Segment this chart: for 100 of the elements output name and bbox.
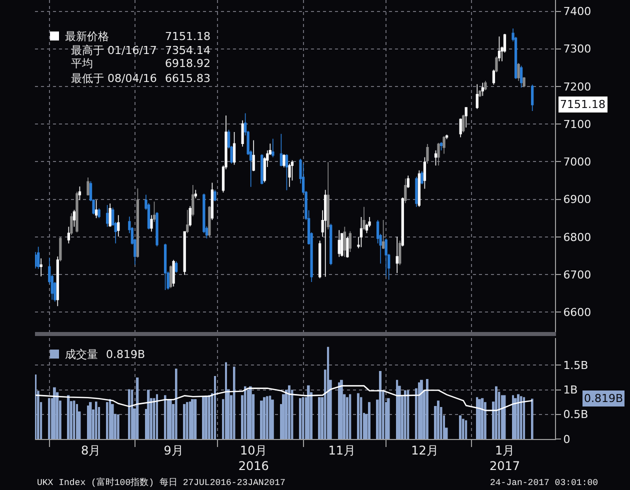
bar bbox=[136, 377, 139, 439]
candlestick bbox=[498, 36, 501, 62]
bar bbox=[208, 395, 210, 439]
candlestick bbox=[156, 212, 158, 247]
bar bbox=[288, 385, 290, 439]
line-series bbox=[35, 385, 533, 412]
candlestick bbox=[415, 176, 418, 208]
x-tick-label: 12月 bbox=[411, 443, 438, 458]
annotation: 最高于 01/16/17 7354.14 bbox=[71, 44, 210, 57]
candlestick bbox=[495, 56, 498, 73]
candlestick bbox=[232, 132, 236, 166]
candlestick bbox=[330, 223, 332, 266]
candlestick bbox=[531, 84, 534, 112]
candlestick bbox=[522, 76, 526, 88]
bar bbox=[117, 414, 120, 439]
bar bbox=[194, 399, 197, 439]
candlestick bbox=[478, 90, 482, 98]
bar bbox=[387, 398, 390, 439]
text: 0.819B bbox=[584, 392, 624, 405]
candlestick bbox=[442, 136, 446, 154]
candlestick bbox=[464, 106, 468, 128]
bar bbox=[67, 395, 70, 439]
y-tick-label: 7100 bbox=[563, 118, 592, 131]
bar bbox=[266, 396, 268, 439]
bar bbox=[95, 402, 98, 439]
candlestick bbox=[282, 154, 286, 168]
legend-label: 成交量 bbox=[65, 348, 98, 361]
bar bbox=[73, 400, 76, 439]
candlestick bbox=[384, 238, 388, 277]
candlestick bbox=[459, 118, 462, 138]
candlestick bbox=[520, 65, 523, 88]
bar bbox=[48, 398, 50, 439]
bar bbox=[302, 397, 304, 439]
candlestick bbox=[152, 201, 156, 222]
candlestick bbox=[406, 175, 410, 188]
bar bbox=[189, 402, 192, 439]
candlestick bbox=[59, 236, 62, 262]
bar bbox=[349, 394, 352, 439]
bar bbox=[35, 374, 37, 439]
candlestick bbox=[418, 170, 421, 208]
candlestick bbox=[423, 156, 426, 190]
y-tick-label: 6800 bbox=[563, 230, 592, 244]
candlestick bbox=[348, 230, 352, 252]
bar bbox=[167, 399, 170, 439]
bar bbox=[495, 386, 498, 439]
legend-label: 最新价格 bbox=[65, 30, 109, 43]
candlestick bbox=[56, 256, 59, 307]
x-tick-label: 10月 2016 bbox=[238, 443, 269, 473]
candlestick bbox=[136, 188, 140, 258]
bar bbox=[214, 376, 216, 439]
y-tick-label: 0 bbox=[563, 432, 570, 446]
candlestick bbox=[318, 240, 322, 279]
candlestick bbox=[164, 243, 167, 290]
candlestick bbox=[210, 182, 214, 220]
candlestick bbox=[360, 216, 363, 248]
bar bbox=[307, 385, 310, 439]
candlestick bbox=[404, 178, 407, 204]
candlestick bbox=[78, 186, 82, 200]
candlestick bbox=[346, 236, 349, 258]
candlestick bbox=[70, 212, 73, 236]
bar bbox=[407, 390, 410, 439]
candlestick bbox=[462, 114, 465, 133]
candlestick bbox=[420, 170, 424, 185]
bar bbox=[531, 398, 534, 439]
text: 平均 6918.92 bbox=[71, 57, 210, 70]
candlestick bbox=[175, 260, 178, 274]
bar bbox=[379, 371, 382, 439]
candlestick bbox=[252, 140, 255, 172]
bar bbox=[89, 402, 92, 439]
candlestick bbox=[440, 142, 443, 151]
candlestick bbox=[340, 232, 344, 257]
bar bbox=[106, 402, 108, 439]
candlestick bbox=[437, 142, 440, 166]
y-tick-label: 6700 bbox=[563, 268, 592, 282]
candlestick bbox=[40, 258, 42, 277]
bar bbox=[426, 378, 428, 439]
bar bbox=[340, 380, 343, 439]
candlestick bbox=[214, 190, 216, 202]
bar bbox=[338, 382, 340, 439]
y-tick-label: 7200 bbox=[563, 80, 592, 94]
annotation: 最低于 08/04/16 6615.83 bbox=[71, 72, 210, 85]
candlestick bbox=[98, 208, 100, 219]
candlestick bbox=[76, 191, 78, 233]
candlestick bbox=[186, 209, 189, 234]
bar bbox=[76, 404, 78, 439]
bar bbox=[233, 366, 236, 439]
bar bbox=[271, 400, 274, 439]
bar bbox=[476, 397, 478, 439]
candlestick bbox=[169, 265, 172, 288]
candlestick bbox=[272, 138, 274, 158]
candlestick bbox=[398, 240, 402, 266]
candlestick bbox=[517, 62, 520, 82]
bar bbox=[514, 398, 517, 439]
candlestick bbox=[192, 184, 194, 217]
bar bbox=[465, 420, 468, 439]
bar bbox=[523, 397, 526, 439]
bar bbox=[420, 380, 423, 439]
bar bbox=[285, 390, 288, 439]
bar bbox=[109, 399, 112, 439]
x-tick-label: 8月 bbox=[80, 443, 101, 458]
